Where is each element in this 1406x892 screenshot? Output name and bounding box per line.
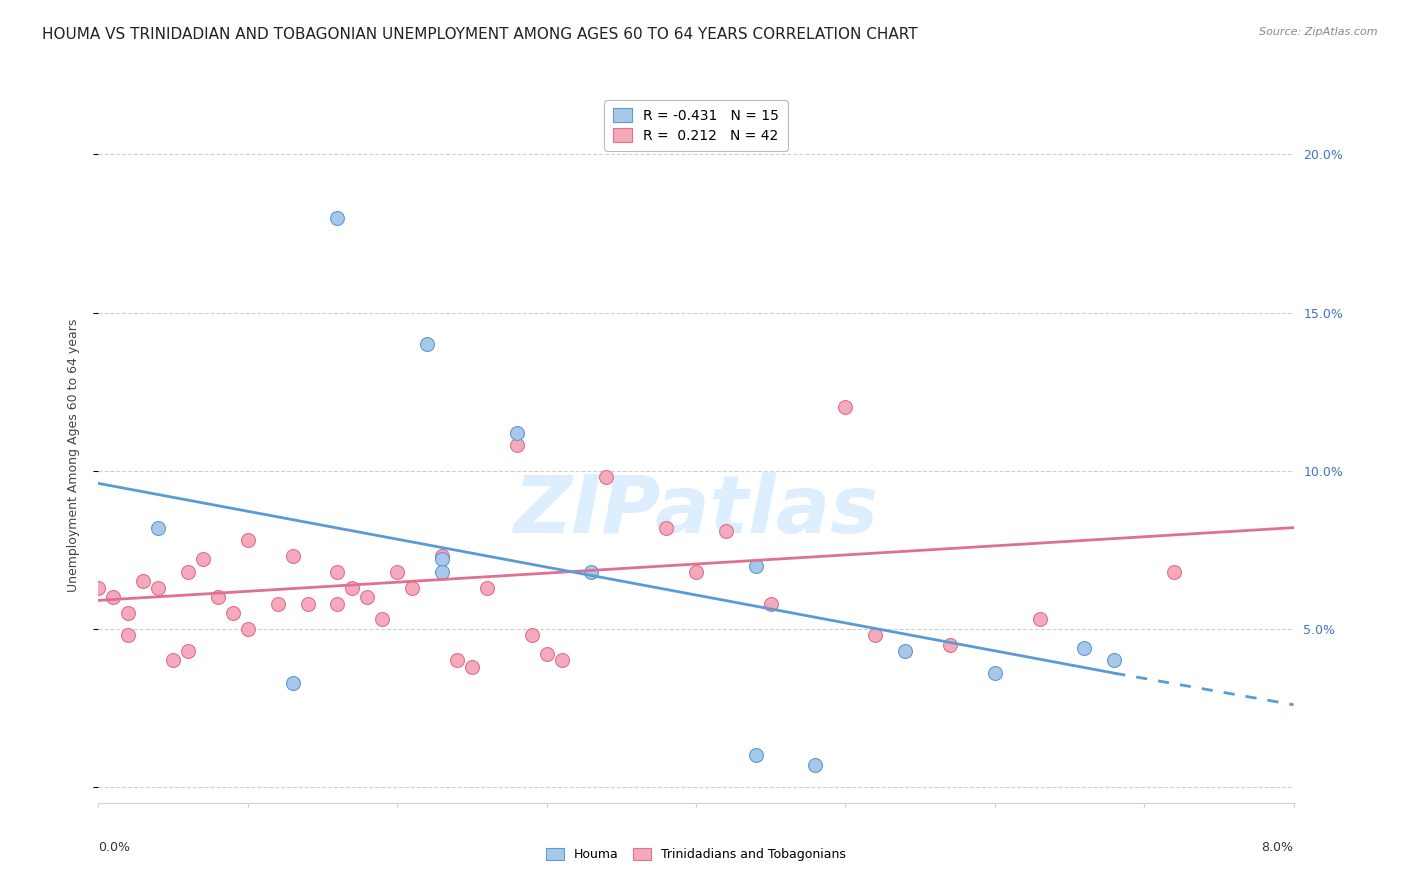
Point xyxy=(356,591,378,605)
Point xyxy=(446,653,468,667)
Point xyxy=(236,533,259,548)
Point xyxy=(430,552,453,566)
Point xyxy=(581,565,603,579)
Point xyxy=(1028,612,1050,626)
Point xyxy=(430,549,453,563)
Point xyxy=(326,597,349,611)
Point xyxy=(236,622,259,636)
Point xyxy=(714,524,737,538)
Point xyxy=(745,558,768,573)
Point xyxy=(267,597,290,611)
Point xyxy=(550,653,572,667)
Point xyxy=(371,612,394,626)
Point xyxy=(385,565,409,579)
Point xyxy=(655,521,678,535)
Text: HOUMA VS TRINIDADIAN AND TOBAGONIAN UNEMPLOYMENT AMONG AGES 60 TO 64 YEARS CORRE: HOUMA VS TRINIDADIAN AND TOBAGONIAN UNEM… xyxy=(42,27,918,42)
Point xyxy=(1073,640,1095,655)
Point xyxy=(281,549,304,563)
Point xyxy=(326,211,349,225)
Point xyxy=(983,666,1005,681)
Point xyxy=(162,653,184,667)
Point xyxy=(222,606,245,620)
Point xyxy=(745,748,768,763)
Point xyxy=(685,565,707,579)
Point xyxy=(148,521,170,535)
Point xyxy=(520,628,543,642)
Point xyxy=(401,581,423,595)
Point xyxy=(536,647,558,661)
Point xyxy=(416,337,439,351)
Point xyxy=(281,675,304,690)
Point xyxy=(461,660,484,674)
Point xyxy=(759,597,782,611)
Point xyxy=(177,644,200,658)
Point xyxy=(297,597,319,611)
Point xyxy=(475,581,498,595)
Point xyxy=(430,565,453,579)
Point xyxy=(834,401,856,415)
Point xyxy=(342,581,364,595)
Point xyxy=(804,757,827,772)
Point xyxy=(506,425,529,440)
Legend: Houma, Trinidadians and Tobagonians: Houma, Trinidadians and Tobagonians xyxy=(541,843,851,866)
Point xyxy=(894,644,917,658)
Point xyxy=(87,581,110,595)
Point xyxy=(595,470,617,484)
Text: ZIPatlas: ZIPatlas xyxy=(513,472,879,549)
Point xyxy=(132,574,155,589)
Text: 8.0%: 8.0% xyxy=(1261,841,1294,854)
Text: 0.0%: 0.0% xyxy=(98,841,131,854)
Text: Source: ZipAtlas.com: Source: ZipAtlas.com xyxy=(1260,27,1378,37)
Point xyxy=(177,565,200,579)
Point xyxy=(103,591,125,605)
Point xyxy=(1163,565,1185,579)
Point xyxy=(326,565,349,579)
Point xyxy=(1102,653,1125,667)
Point xyxy=(939,638,962,652)
Point xyxy=(117,628,139,642)
Point xyxy=(191,552,214,566)
Point xyxy=(148,581,170,595)
Point xyxy=(117,606,139,620)
Point xyxy=(863,628,886,642)
Point xyxy=(207,591,229,605)
Y-axis label: Unemployment Among Ages 60 to 64 years: Unemployment Among Ages 60 to 64 years xyxy=(67,318,80,591)
Point xyxy=(506,438,529,452)
